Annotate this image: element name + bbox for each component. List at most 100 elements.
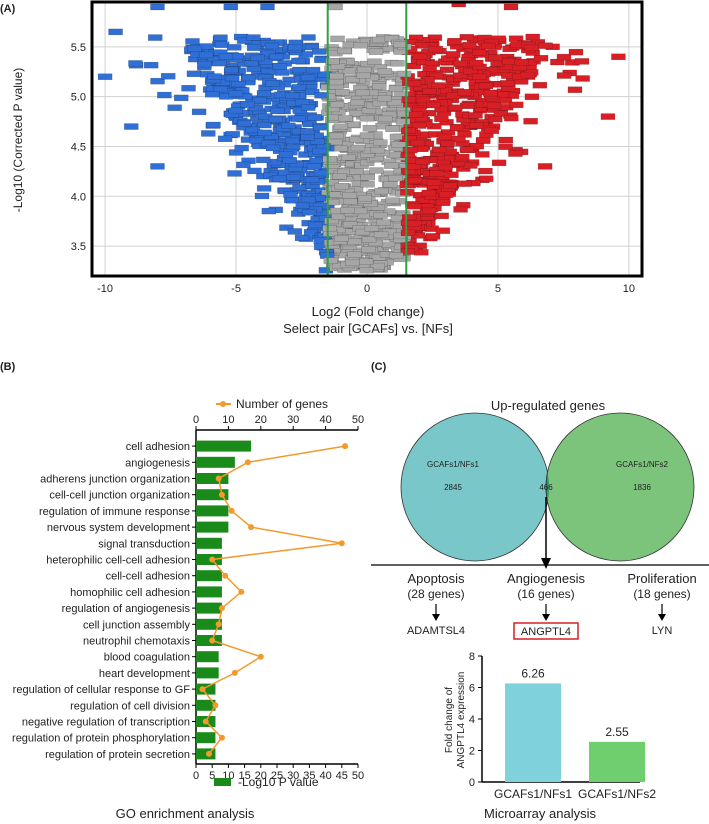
volcano-point [370, 262, 385, 270]
volcano-point [524, 93, 540, 101]
volcano-point [575, 75, 590, 82]
go-bar [196, 618, 222, 630]
volcano-point [278, 151, 294, 158]
angptl4-highlight-box [513, 622, 579, 640]
volcano-point [403, 146, 418, 154]
venn-right-count: 1836 [633, 483, 651, 492]
volcano-point [469, 122, 484, 129]
go-caption: GO enrichment analysis [116, 806, 255, 821]
volcano-point [556, 53, 572, 61]
go-top-tick-label: 30 [287, 414, 299, 426]
micro-category-label: GCAFs1/NFs1 [494, 787, 572, 801]
volcano-point [256, 156, 271, 164]
volcano-point [328, 3, 343, 11]
volcano-point [304, 176, 320, 183]
volcano-point [303, 229, 319, 236]
go-genes-point [209, 556, 216, 563]
volcano-subtitle: Select pair [GCAFs] vs. [NFs] [283, 321, 453, 336]
volcano-point [97, 73, 113, 80]
volcano-point [421, 207, 437, 215]
volcano-point [231, 80, 246, 88]
go-category-label: homophilic cell adhesion [70, 587, 190, 599]
volcano-point [444, 171, 459, 179]
volcano-y-tick-label: 4.5 [71, 141, 86, 153]
go-top-tick-label: 0 [193, 414, 199, 426]
volcano-point [457, 180, 472, 187]
volcano-point [383, 180, 398, 188]
volcano-point [257, 129, 272, 137]
volcano-point [524, 44, 539, 52]
volcano-point [201, 130, 216, 137]
volcano-point [257, 121, 272, 129]
go-genes-point [209, 637, 216, 644]
volcano-point [269, 53, 284, 61]
volcano-point [472, 73, 487, 80]
volcano-point [415, 158, 431, 165]
volcano-point [300, 134, 315, 141]
volcano-point [332, 173, 347, 180]
volcano-point [174, 94, 189, 102]
volcano-point [463, 67, 478, 75]
volcano-point [434, 212, 449, 220]
go-category-label: cell adhesion [126, 441, 190, 453]
volcano-point [353, 41, 368, 49]
venn-circle-right [545, 412, 695, 562]
volcano-point [322, 225, 337, 232]
volcano-point [463, 162, 478, 169]
volcano-point [415, 96, 431, 104]
go-genes-point [215, 621, 222, 628]
volcano-point [302, 209, 317, 216]
volcano-point [504, 114, 519, 122]
volcano-point [325, 57, 340, 65]
volcano-point [387, 99, 402, 106]
legend-label-genes: Number of genes [236, 397, 328, 411]
pathway-angiogenesis-arrowhead [542, 614, 550, 621]
volcano-y-tick-label: 5.0 [71, 92, 86, 104]
volcano-point [451, 135, 466, 143]
go-category-label: regulation of immune response [39, 506, 190, 518]
volcano-point [426, 101, 441, 109]
volcano-point [390, 60, 405, 67]
go-category-label: signal transduction [98, 538, 190, 550]
volcano-point [333, 144, 348, 152]
go-genes-point [244, 459, 251, 466]
volcano-point [355, 89, 370, 97]
go-genes-point [218, 491, 225, 498]
volcano-point [484, 127, 500, 134]
pathway-apoptosis-arrowhead [432, 614, 440, 621]
go-bar [196, 505, 229, 517]
volcano-point [537, 163, 553, 170]
volcano-point [360, 174, 375, 181]
venn-diagram: Up-regulated genes GCAFs1/NFs1 2845 466 … [400, 398, 695, 569]
go-genes-point [231, 669, 238, 676]
volcano-point [478, 167, 493, 175]
volcano-point [271, 175, 287, 182]
volcano-y-tick-label: 3.5 [71, 241, 86, 253]
volcano-point [185, 38, 200, 45]
volcano-point [283, 191, 298, 198]
volcano-point [300, 128, 315, 135]
volcano-point [181, 85, 196, 92]
volcano-point [408, 111, 424, 118]
volcano-point [435, 199, 451, 206]
volcano-point [525, 33, 540, 41]
volcano-point [508, 150, 523, 157]
go-bar [196, 635, 222, 646]
volcano-point [429, 170, 444, 178]
microarray-chart: Fold change of ANGPTL4 expression 02468 … [444, 651, 656, 821]
volcano-point [197, 60, 212, 68]
go-category-label: negative regulation of transcription [22, 717, 190, 729]
volcano-point [305, 88, 320, 96]
volcano-point [407, 220, 422, 227]
volcano-point [291, 57, 306, 65]
legend-swatch-pvalue [214, 778, 231, 786]
volcano-x-tick-label: 0 [364, 283, 370, 295]
volcano-point [400, 188, 415, 196]
volcano-point [198, 51, 214, 59]
volcano-point [349, 168, 364, 175]
volcano-point [459, 34, 475, 41]
volcano-point [212, 59, 227, 67]
volcano-point [508, 35, 524, 42]
volcano-point [217, 135, 233, 143]
volcano-point [373, 231, 389, 239]
